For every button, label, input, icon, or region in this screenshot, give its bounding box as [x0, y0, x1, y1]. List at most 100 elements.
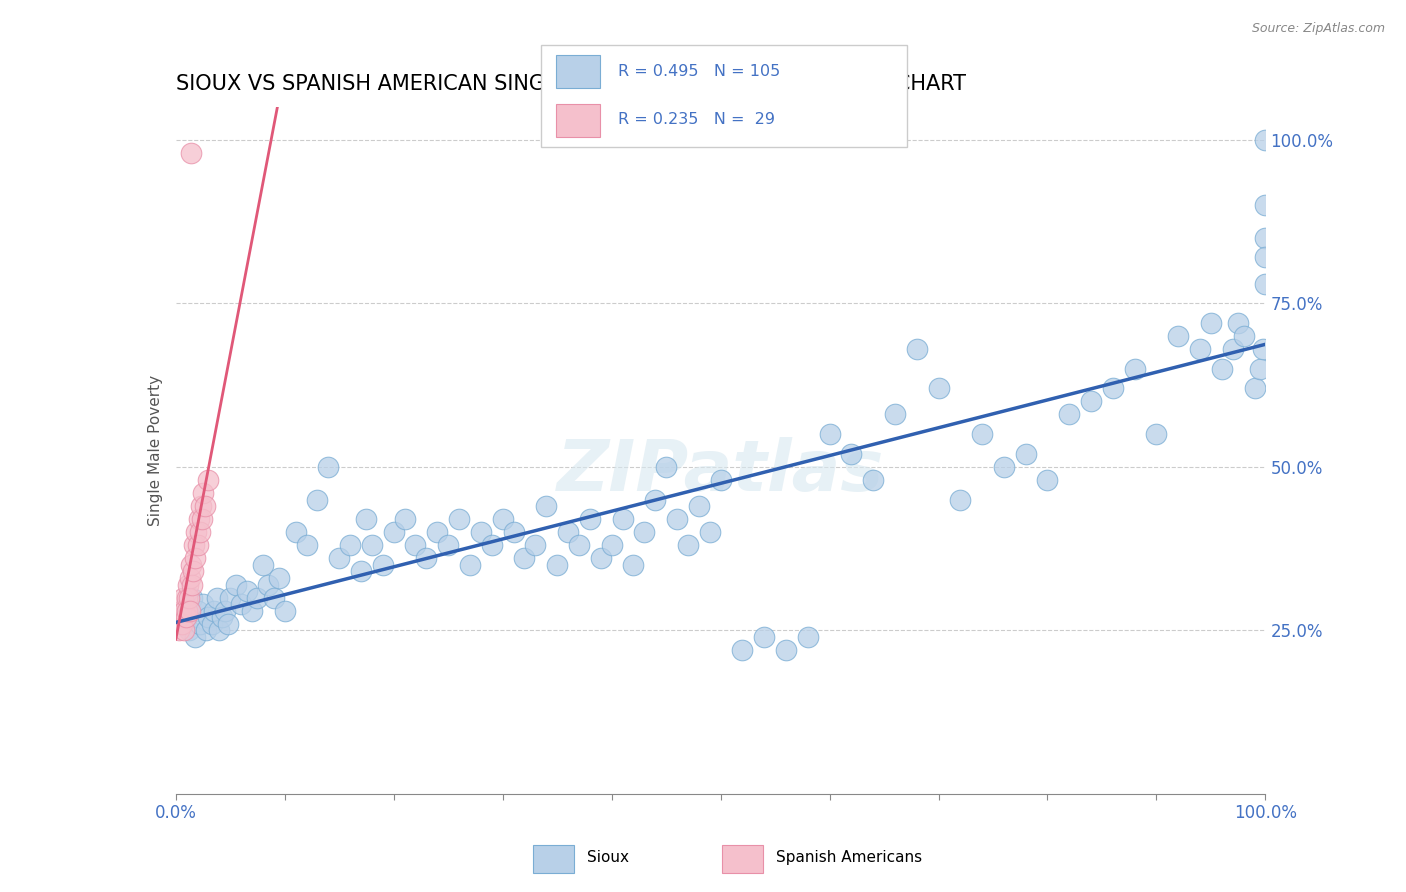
Sioux: [211, 610, 233, 624]
Sioux: [188, 616, 211, 631]
Sioux: [426, 525, 449, 540]
Spanish Americans: [194, 499, 217, 513]
Text: SIOUX VS SPANISH AMERICAN SINGLE MALE POVERTY CORRELATION CHART: SIOUX VS SPANISH AMERICAN SINGLE MALE PO…: [176, 74, 966, 95]
Sioux: [579, 512, 602, 526]
Sioux: [307, 492, 329, 507]
Sioux: [970, 427, 993, 442]
Sioux: [274, 604, 297, 618]
Text: ZIPatlas: ZIPatlas: [557, 436, 884, 506]
Sioux: [1167, 329, 1189, 343]
Spanish Americans: [169, 610, 191, 624]
Sioux: [502, 525, 524, 540]
Sioux: [862, 473, 884, 487]
Sioux: [235, 584, 257, 599]
Sioux: [1254, 198, 1277, 212]
Sioux: [676, 538, 699, 552]
Spanish Americans: [172, 616, 194, 631]
Sioux: [170, 610, 193, 624]
Sioux: [928, 381, 950, 395]
Spanish Americans: [186, 525, 208, 540]
Sioux: [818, 427, 841, 442]
Sioux: [269, 571, 291, 585]
Sioux: [257, 577, 280, 591]
Sioux: [1015, 447, 1038, 461]
Spanish Americans: [174, 610, 197, 624]
Sioux: [731, 643, 754, 657]
Sioux: [252, 558, 274, 572]
Spanish Americans: [186, 538, 209, 552]
Sioux: [492, 512, 515, 526]
Spanish Americans: [173, 604, 195, 618]
Bar: [555, 55, 600, 87]
Spanish Americans: [177, 577, 200, 591]
Sioux: [177, 624, 200, 638]
Spanish Americans: [181, 577, 204, 591]
Sioux: [394, 512, 416, 526]
Sioux: [1232, 329, 1256, 343]
Sioux: [481, 538, 503, 552]
Sioux: [458, 558, 481, 572]
Sioux: [534, 499, 557, 513]
Spanish Americans: [188, 525, 211, 540]
Sioux: [1243, 381, 1265, 395]
Spanish Americans: [179, 571, 201, 585]
Sioux: [1199, 316, 1222, 330]
Sioux: [217, 616, 239, 631]
Sioux: [176, 604, 198, 618]
Sioux: [371, 558, 394, 572]
Bar: [723, 845, 762, 872]
Sioux: [208, 624, 231, 638]
Text: R = 0.495   N = 105: R = 0.495 N = 105: [619, 63, 780, 78]
Sioux: [263, 591, 285, 605]
Text: R = 0.235   N =  29: R = 0.235 N = 29: [619, 112, 775, 127]
Sioux: [339, 538, 361, 552]
Sioux: [1254, 231, 1277, 245]
Sioux: [1251, 342, 1274, 356]
Sioux: [195, 624, 218, 638]
Sioux: [589, 551, 612, 566]
Sioux: [181, 591, 204, 605]
Sioux: [1144, 427, 1167, 442]
Sioux: [688, 499, 710, 513]
Spanish Americans: [177, 591, 200, 605]
Spanish Americans: [167, 624, 190, 638]
Sioux: [1254, 277, 1277, 291]
Sioux: [382, 525, 405, 540]
Sioux: [184, 630, 207, 644]
Sioux: [202, 604, 225, 618]
Sioux: [754, 630, 776, 644]
Sioux: [949, 492, 972, 507]
Sioux: [1211, 361, 1233, 376]
Spanish Americans: [190, 499, 212, 513]
Sioux: [205, 591, 228, 605]
Sioux: [201, 616, 224, 631]
Sioux: [1057, 408, 1080, 422]
Sioux: [612, 512, 634, 526]
Sioux: [1189, 342, 1212, 356]
Spanish Americans: [187, 512, 209, 526]
Sioux: [796, 630, 818, 644]
Sioux: [350, 565, 373, 579]
Sioux: [240, 604, 263, 618]
Sioux: [1249, 361, 1271, 376]
Sioux: [546, 558, 568, 572]
Sioux: [710, 473, 733, 487]
Y-axis label: Single Male Poverty: Single Male Poverty: [148, 375, 163, 526]
Spanish Americans: [191, 486, 214, 500]
Spanish Americans: [170, 604, 193, 618]
Spanish Americans: [191, 512, 214, 526]
Sioux: [568, 538, 591, 552]
Spanish Americans: [172, 591, 194, 605]
Sioux: [1102, 381, 1125, 395]
Sioux: [437, 538, 460, 552]
Sioux: [231, 597, 253, 611]
Sioux: [1254, 251, 1277, 265]
Sioux: [1123, 361, 1146, 376]
Sioux: [214, 604, 236, 618]
Text: Sioux: Sioux: [588, 850, 628, 865]
Sioux: [225, 577, 247, 591]
Bar: [555, 104, 600, 137]
Sioux: [905, 342, 928, 356]
Sioux: [633, 525, 655, 540]
Spanish Americans: [183, 538, 205, 552]
